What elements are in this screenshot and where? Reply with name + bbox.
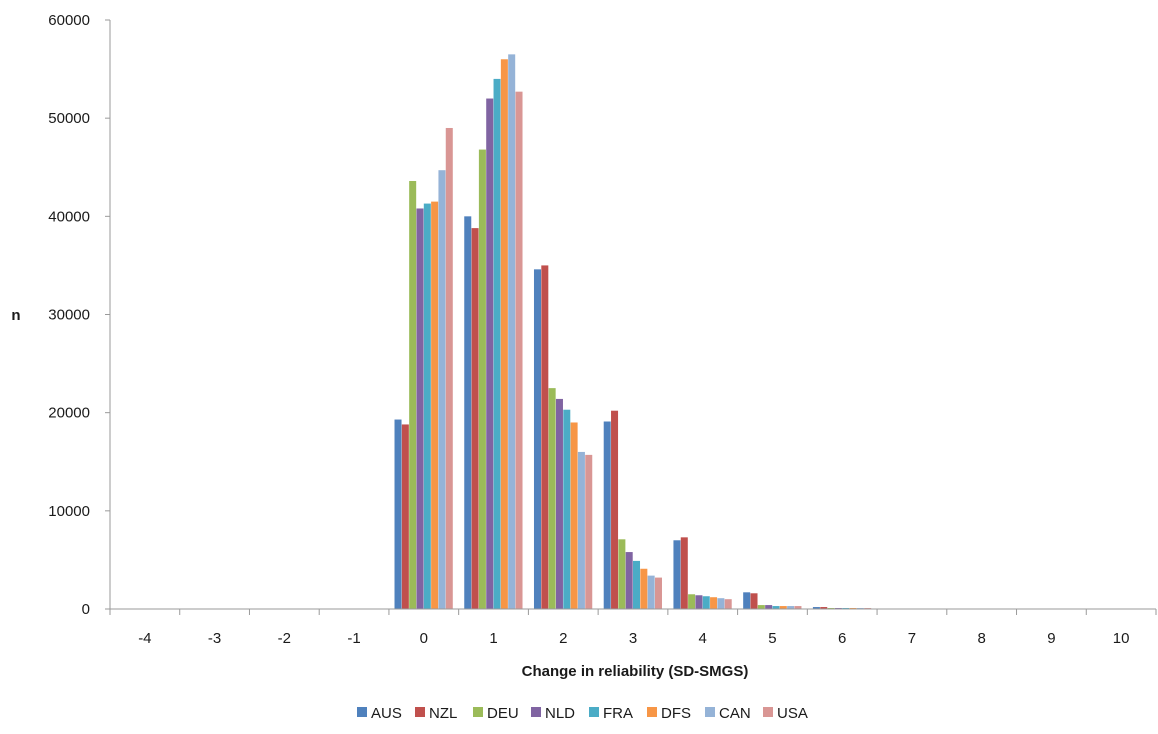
bar-aus-3 — [603, 421, 611, 609]
x-tick-label: 6 — [838, 630, 846, 647]
bar-nzl-0 — [401, 424, 409, 609]
y-axis-label: n — [11, 307, 20, 324]
bar-deu-3 — [618, 539, 626, 609]
bar-fra-0 — [423, 203, 431, 610]
bar-usa-0 — [445, 127, 453, 609]
legend-label-usa: USA — [777, 705, 808, 722]
x-axis-tick-labels: -4 -3 -2 -1 0 1 2 3 4 5 6 7 8 9 10 — [138, 630, 1129, 647]
x-tick-label: 5 — [768, 630, 776, 647]
x-tick-label: 3 — [629, 630, 637, 647]
bar-aus-2 — [533, 269, 542, 609]
x-tick-label: 9 — [1047, 630, 1055, 647]
legend-label-nld: NLD — [545, 705, 575, 722]
bar-nzl-3 — [611, 410, 619, 609]
bar-series-group — [394, 54, 872, 610]
y-tick-label: 40000 — [48, 208, 90, 225]
bar-can-0 — [438, 170, 446, 609]
bar-nzl-6 — [820, 607, 828, 609]
bar-dfs-0 — [431, 201, 439, 609]
bar-aus-0 — [394, 419, 402, 609]
x-tick-label: 4 — [699, 630, 707, 647]
bar-dfs-5 — [779, 606, 787, 609]
bar-nld-1 — [486, 98, 494, 610]
bar-nzl-4 — [680, 537, 688, 609]
legend-swatch-nld — [531, 707, 541, 717]
legend-swatch-can — [705, 707, 715, 717]
x-tick-label: -1 — [347, 630, 360, 647]
bar-nld-0 — [416, 208, 424, 610]
bar-fra-4 — [702, 596, 710, 609]
x-tick-label: -4 — [138, 630, 151, 647]
bar-can-5 — [787, 606, 795, 609]
bar-deu-5 — [757, 605, 765, 609]
x-tick-label: -3 — [208, 630, 221, 647]
bar-can-4 — [717, 598, 725, 609]
bar-dfs-1 — [500, 59, 508, 610]
bar-usa-1 — [515, 91, 523, 609]
bar-aus-6 — [812, 607, 820, 609]
bar-nzl-5 — [750, 593, 758, 609]
legend-swatch-usa — [763, 707, 773, 717]
bar-nzl-2 — [541, 265, 549, 609]
bar-fra-1 — [493, 78, 501, 609]
bar-usa-2 — [585, 454, 593, 609]
y-tick-label: 20000 — [48, 405, 90, 422]
y-tick-label: 60000 — [48, 12, 90, 29]
bar-can-2 — [577, 451, 585, 609]
y-tick-label: 10000 — [48, 503, 90, 520]
legend-label-aus: AUS — [371, 705, 402, 722]
x-axis-label: Change in reliability (SD-SMGS) — [522, 663, 749, 680]
x-tick-label: 8 — [977, 630, 985, 647]
bar-deu-0 — [409, 180, 417, 609]
x-tick-label: 2 — [559, 630, 567, 647]
bar-fra-3 — [633, 560, 641, 609]
legend-swatch-nzl — [415, 707, 425, 717]
x-tick-label: 10 — [1113, 630, 1130, 647]
y-tick-label: 0 — [82, 601, 90, 618]
bar-dfs-3 — [640, 568, 648, 609]
bar-can-1 — [508, 54, 516, 609]
bar-nzl-1 — [471, 228, 479, 609]
legend-swatch-deu — [473, 707, 483, 717]
y-tick-label: 50000 — [48, 110, 90, 127]
bar-usa-4 — [724, 599, 732, 609]
legend-label-dfs: DFS — [661, 705, 691, 722]
y-axis-tick-labels: 0 10000 20000 30000 40000 50000 60000 — [48, 12, 90, 618]
legend-swatch-dfs — [647, 707, 657, 717]
legend-swatch-fra — [589, 707, 599, 717]
bar-deu-4 — [688, 594, 696, 609]
legend-swatch-aus — [357, 707, 367, 717]
bar-nld-2 — [555, 398, 563, 609]
bar-aus-1 — [464, 216, 472, 610]
bar-dfs-4 — [710, 597, 718, 609]
bar-aus-4 — [673, 540, 681, 609]
axes — [105, 19, 1157, 615]
bar-fra-2 — [563, 409, 571, 609]
bar-can-3 — [647, 575, 655, 609]
bar-deu-2 — [548, 388, 556, 609]
bar-aus-5 — [743, 592, 751, 609]
bar-dfs-2 — [570, 422, 578, 609]
x-tick-label: 7 — [908, 630, 916, 647]
bar-nld-5 — [765, 605, 773, 609]
x-tick-label: 0 — [420, 630, 428, 647]
x-tick-label: -2 — [278, 630, 291, 647]
legend-label-deu: DEU — [487, 705, 519, 722]
bar-nld-4 — [695, 595, 703, 609]
y-tick-label: 30000 — [48, 307, 90, 324]
legend: AUS NZL DEU NLD FRA DFS CAN USA — [357, 705, 808, 722]
bar-usa-5 — [794, 606, 802, 609]
legend-label-can: CAN — [719, 705, 751, 722]
bar-nld-3 — [625, 552, 633, 609]
bar-deu-1 — [478, 149, 486, 609]
legend-label-nzl: NZL — [429, 705, 457, 722]
bar-usa-3 — [654, 577, 662, 609]
x-tick-label: 1 — [489, 630, 497, 647]
bar-fra-5 — [772, 606, 780, 609]
legend-label-fra: FRA — [603, 705, 633, 722]
